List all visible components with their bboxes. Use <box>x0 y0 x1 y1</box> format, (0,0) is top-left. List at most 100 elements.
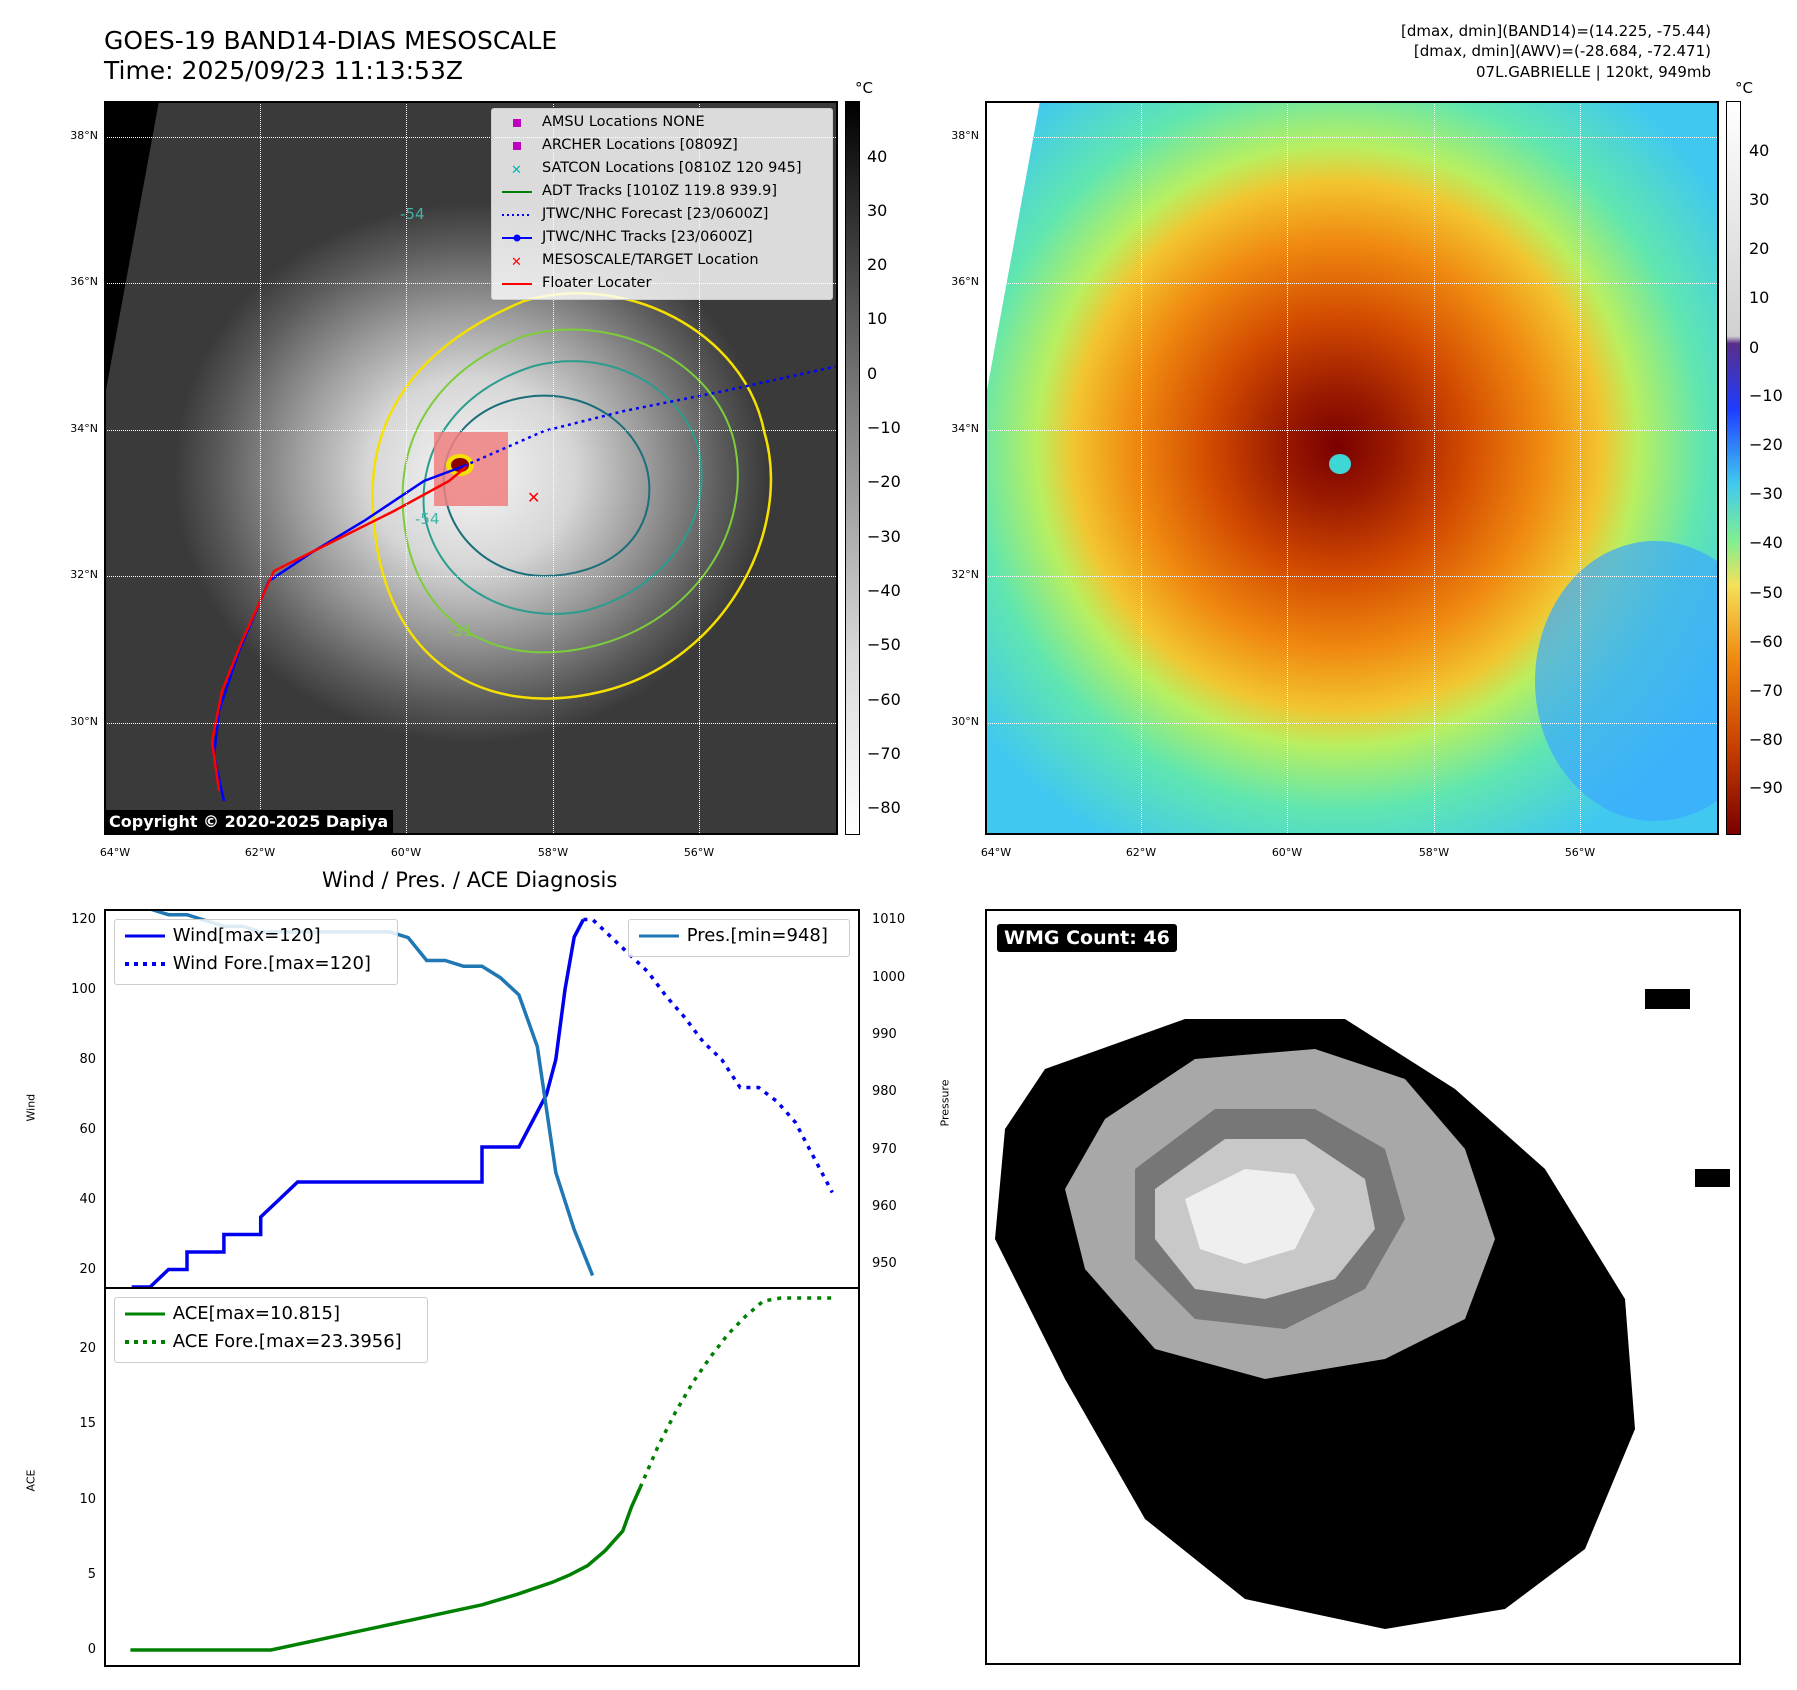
awv-colorbar-tick: −60 <box>1749 632 1783 651</box>
ir-colorbar-tick: −80 <box>867 798 901 817</box>
pressure-tick-label: 980 <box>872 1084 897 1100</box>
awv-colorbar-tick: −90 <box>1749 778 1783 797</box>
ace-chart <box>130 1296 834 1652</box>
pressure-tick-label: 990 <box>872 1027 897 1042</box>
legend-item-archer: ARCHER Locations [0809Z] <box>492 135 832 155</box>
awv-colorbar-tick: 0 <box>1749 338 1760 357</box>
wind-legend: Wind[max=120] Wind Fore.[max=120] <box>114 919 398 985</box>
lon-label: 62°W <box>1125 846 1157 859</box>
legend-item-amsu: AMSU Locations NONE <box>492 112 832 132</box>
map-frame <box>104 101 838 835</box>
ir-colorbar-tick: −40 <box>867 581 901 600</box>
awv-colorbar <box>1726 101 1741 835</box>
legend-item-satcon: ✕ SATCON Locations [0810Z 120 945] <box>511 160 802 177</box>
ir-colorbar-tick: −50 <box>867 635 901 654</box>
legend-wind-forecast: Wind Fore.[max=120] <box>125 953 371 974</box>
awv-map-image <box>985 101 1719 835</box>
ace-tick-label: 0 <box>87 1641 96 1657</box>
figure-time: Time: 2025/09/23 11:13:53Z <box>104 56 463 85</box>
lat-label: 36°N <box>951 275 979 288</box>
ir-colorbar-tick: −20 <box>867 472 901 491</box>
ace-tick-label: 15 <box>79 1416 96 1432</box>
wmg-frame <box>985 909 1741 1665</box>
ir-colorbar-unit: °C <box>855 79 873 97</box>
pressure-tick-label: 1010 <box>872 912 906 928</box>
lon-label: 58°W <box>1418 846 1450 859</box>
figure-title: GOES-19 BAND14-DIAS MESOSCALE <box>104 26 558 55</box>
ace-chart-frame <box>104 1287 860 1667</box>
wind-tick-label: 20 <box>79 1261 96 1277</box>
lon-label: 64°W <box>980 846 1012 859</box>
awv-colorbar-tick: 20 <box>1749 239 1770 258</box>
wind-tick-label: 100 <box>71 981 96 997</box>
ace-tick-label: 10 <box>79 1491 96 1507</box>
ir-colorbar-tick: 30 <box>867 201 888 220</box>
lat-label: 38°N <box>951 129 979 142</box>
awv-colorbar-unit: °C <box>1735 79 1753 97</box>
lon-label: 58°W <box>537 846 569 859</box>
awv-colorbar-tick: −30 <box>1749 484 1783 503</box>
pressure-tick-label: 970 <box>872 1141 897 1157</box>
copyright-badge: Copyright © 2020-2025 Dapiya <box>104 810 394 833</box>
wind-tick-label: 120 <box>71 911 96 927</box>
awv-colorbar-tick: −50 <box>1749 583 1783 602</box>
pressure-axis-label: Pressure <box>938 1079 952 1127</box>
ace-tick-label: 20 <box>79 1341 96 1357</box>
wind-axis-label: Wind <box>24 1093 38 1122</box>
awv-colorbar-tick: 30 <box>1749 190 1770 209</box>
awv-colorbar-tick: 40 <box>1749 141 1770 160</box>
ace-axis-label: ACE <box>24 1469 38 1492</box>
chart-title: Wind / Pres. / ACE Diagnosis <box>322 868 618 892</box>
ir-colorbar-tick: −70 <box>867 744 901 763</box>
legend-item-floater: Floater Locater <box>502 275 652 291</box>
lat-label: 30°N <box>70 715 98 728</box>
ace-tick-label: 5 <box>87 1566 96 1582</box>
awv-colorbar-tick: −10 <box>1749 386 1783 405</box>
svg-text:✕: ✕ <box>511 255 522 269</box>
ir-colorbar-tick: 0 <box>867 364 878 383</box>
ir-colorbar-tick: 10 <box>867 309 888 328</box>
lat-label: 34°N <box>951 422 979 435</box>
awv-colorbar-tick: −80 <box>1749 730 1783 749</box>
awv-colorbar-tick: −20 <box>1749 435 1783 454</box>
contour-label: -54 <box>400 205 425 223</box>
band14-range-text: [dmax, dmin](BAND14)=(14.225, -75.44) <box>1400 22 1711 40</box>
wind-tick-label: 40 <box>79 1191 96 1207</box>
awv-frame <box>985 101 1719 835</box>
lat-label: 38°N <box>70 129 98 142</box>
pressure-legend: Pres.[min=948] <box>628 919 850 957</box>
lat-label: 36°N <box>70 275 98 288</box>
svg-text:✕: ✕ <box>511 163 522 177</box>
lat-label: 34°N <box>70 422 98 435</box>
lat-label: 30°N <box>951 715 979 728</box>
ace-legend: ACE[max=10.815] ACE Fore.[max=23.3956] <box>114 1297 428 1363</box>
ir-colorbar-tick: −60 <box>867 690 901 709</box>
awv-colorbar-tick: 10 <box>1749 288 1770 307</box>
lon-label: 62°W <box>244 846 276 859</box>
ir-colorbar-tick: −10 <box>867 418 901 437</box>
wind-tick-label: 80 <box>79 1051 96 1067</box>
storm-info-text: 07L.GABRIELLE | 120kt, 949mb <box>1476 63 1711 81</box>
wind-tick-label: 60 <box>79 1121 96 1137</box>
pressure-tick-label: 1000 <box>872 969 906 985</box>
ace-series-line-1 <box>638 1296 834 1489</box>
series-line-1 <box>583 917 834 1194</box>
legend-item-target: ✕ MESOSCALE/TARGET Location <box>511 252 759 269</box>
wmg-image <box>985 909 1741 1665</box>
lon-label: 64°W <box>99 846 131 859</box>
lat-label: 32°N <box>951 568 979 581</box>
lon-label: 56°W <box>1564 846 1596 859</box>
ir-colorbar-tick: 40 <box>867 147 888 166</box>
legend-ace-forecast: ACE Fore.[max=23.3956] <box>125 1331 402 1352</box>
map-legend: AMSU Locations NONE ARCHER Locations [08… <box>491 108 833 300</box>
awv-range-text: [dmax, dmin](AWV)=(-28.684, -72.471) <box>1413 42 1711 60</box>
legend-item-adt: ADT Tracks [1010Z 119.8 939.9] <box>502 183 778 199</box>
ace-series-line-0 <box>130 1486 642 1652</box>
svg-text:✕: ✕ <box>527 488 540 507</box>
lat-label: 32°N <box>70 568 98 581</box>
legend-item-forecast: JTWC/NHC Forecast [23/0600Z] <box>502 206 769 222</box>
lon-label: 60°W <box>390 846 422 859</box>
ir-colorbar-tick: −30 <box>867 527 901 546</box>
awv-colorbar-tick: −40 <box>1749 533 1783 552</box>
ir-colorbar-tick: 20 <box>867 255 888 274</box>
